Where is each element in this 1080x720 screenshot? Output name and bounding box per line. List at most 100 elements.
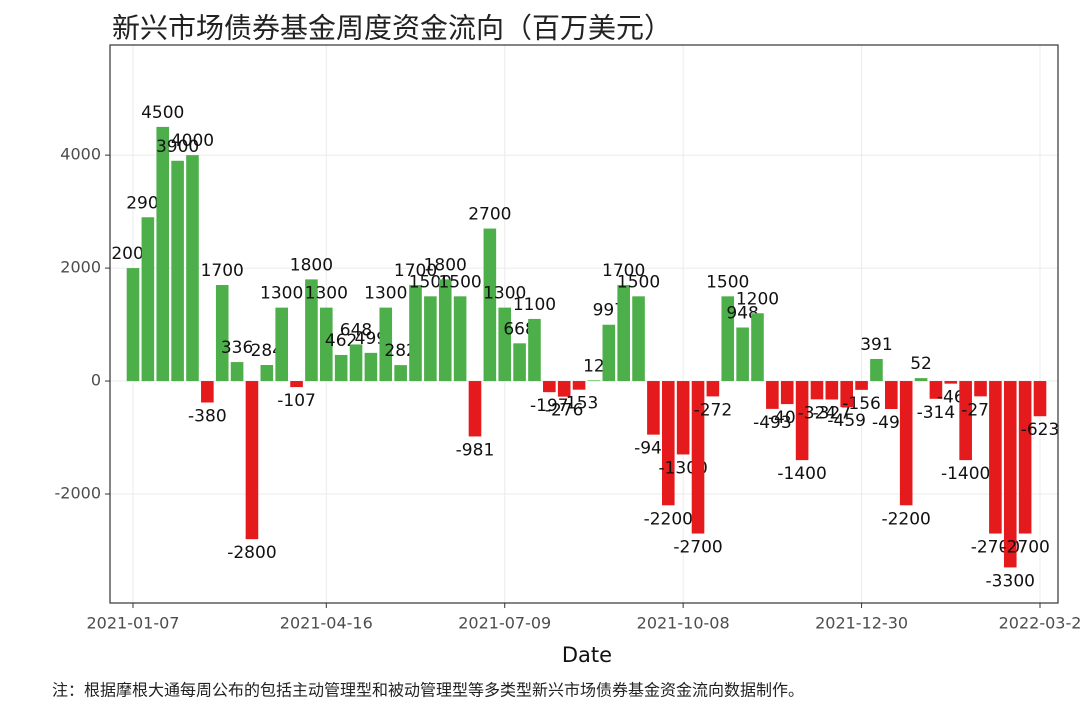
data-label: -272 [694, 400, 733, 420]
data-label: 282 [384, 341, 416, 361]
data-label: 336 [221, 338, 253, 358]
bar [676, 381, 690, 455]
data-label: 4500 [141, 103, 184, 123]
bar [1003, 381, 1017, 568]
bar [914, 378, 928, 382]
bar [379, 307, 393, 382]
bar [721, 296, 735, 382]
data-label: 997 [593, 301, 625, 321]
x-tick-label: 2021-01-07 [87, 614, 180, 633]
bar [126, 268, 140, 382]
bar [944, 381, 958, 384]
bar [557, 381, 571, 397]
data-label: 948 [726, 304, 758, 324]
x-tick-label: 2021-07-09 [458, 614, 551, 633]
data-label: -623 [1021, 420, 1060, 440]
bar [498, 307, 512, 382]
bar [156, 126, 170, 382]
data-label: -2200 [644, 509, 693, 529]
data-label: -153 [560, 394, 599, 414]
data-label: 2700 [468, 205, 511, 225]
data-label: -156 [842, 394, 881, 414]
x-tick-label: 2021-12-30 [815, 614, 908, 633]
data-label: 3900 [156, 137, 199, 157]
data-label: -493 [753, 413, 792, 433]
bar [483, 228, 497, 382]
data-label: -2700 [673, 538, 722, 558]
bar [215, 285, 229, 382]
plot-area: -200002000400020002900450039004000-38017… [55, 44, 1080, 633]
x-tick-label: 2021-04-16 [280, 614, 373, 633]
bar [736, 327, 749, 382]
data-label: 1700 [201, 261, 244, 281]
data-label: 1300 [483, 284, 526, 304]
data-label: 1500 [617, 272, 660, 292]
bar [899, 381, 913, 506]
bar [394, 365, 407, 382]
bar [572, 381, 586, 390]
bar [885, 381, 898, 409]
data-label: -46 [937, 388, 965, 408]
bar [780, 381, 794, 405]
y-tick-label: 4000 [60, 145, 101, 164]
bar [706, 381, 720, 397]
bar [632, 296, 645, 382]
bar [929, 381, 943, 399]
data-label: -2700 [1000, 538, 1049, 558]
bar [513, 343, 526, 382]
bar [602, 324, 616, 382]
bar [438, 279, 452, 382]
bar [989, 381, 1002, 534]
data-label: -380 [188, 407, 227, 427]
bar [334, 354, 348, 382]
data-label: 1800 [290, 255, 333, 275]
data-label: -2200 [881, 509, 930, 529]
bar [528, 318, 541, 382]
data-label: -1400 [941, 464, 990, 484]
y-tick-label: -2000 [55, 483, 102, 502]
data-label: -276 [545, 401, 584, 421]
bar [587, 380, 601, 382]
data-label: -107 [277, 391, 316, 411]
bar [230, 362, 244, 382]
data-label: 1500 [706, 272, 749, 292]
bar [617, 285, 630, 382]
bar [870, 358, 883, 382]
bar [840, 381, 854, 407]
bar [647, 381, 660, 435]
bar [855, 381, 868, 390]
bar [141, 217, 155, 382]
panel-border [109, 44, 1059, 604]
bar [409, 285, 422, 382]
bar [305, 279, 318, 382]
bar [825, 381, 839, 400]
bar [766, 381, 779, 409]
bar [171, 160, 184, 382]
y-tick-label: 2000 [60, 258, 101, 277]
data-label: 499 [355, 329, 387, 349]
bar [364, 352, 378, 382]
data-label: 1700 [602, 261, 645, 281]
data-label: 284 [251, 341, 283, 361]
bar [959, 381, 972, 461]
bar [453, 296, 467, 382]
panel [110, 45, 1058, 603]
bar [319, 307, 333, 382]
bar [1033, 381, 1047, 417]
footnote: 注：根据摩根大通每周公布的包括主动管理型和被动管理型等多类型新兴市场债券基金资金… [52, 681, 804, 700]
data-label: -3300 [986, 571, 1035, 591]
bar [424, 296, 437, 382]
bar [201, 381, 214, 403]
bar [751, 313, 764, 382]
data-label: -2800 [227, 543, 276, 563]
chart-title: 新兴市场债券基金周度资金流向（百万美元） [112, 12, 672, 45]
bar [260, 365, 274, 382]
data-label: 52 [910, 354, 932, 374]
bar [186, 155, 199, 382]
bar [275, 307, 288, 382]
x-tick-label: 2021-10-08 [637, 614, 730, 633]
data-label: 4000 [171, 131, 214, 151]
data-label: -197 [530, 396, 569, 416]
data-label: 462 [325, 331, 357, 351]
